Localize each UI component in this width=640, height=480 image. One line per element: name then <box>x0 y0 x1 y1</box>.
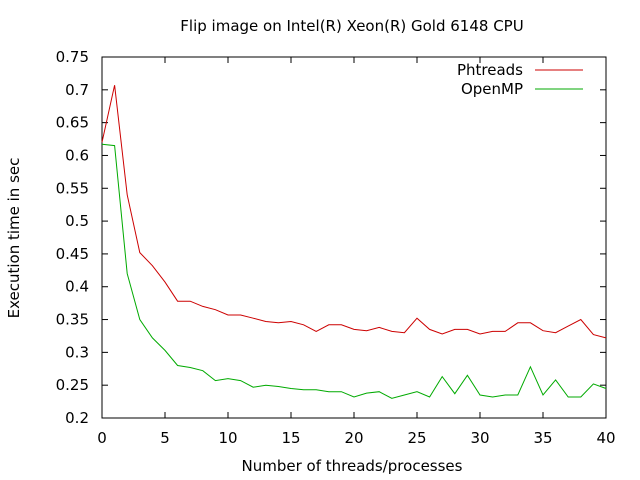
y-tick-label: 0.3 <box>65 343 89 361</box>
x-tick-label: 40 <box>596 429 615 447</box>
x-tick-label: 15 <box>281 429 300 447</box>
y-tick-label: 0.4 <box>65 278 89 296</box>
series-line-openmp <box>101 143 607 399</box>
y-tick-label: 0.45 <box>56 245 89 263</box>
x-tick-label: 25 <box>407 429 426 447</box>
y-axis: 0.2 0.25 0.3 0.35 0.4 0.45 0.5 0.55 0.6 0.65 0.7 0.… <box>56 48 606 427</box>
chart-title: Flip image on Intel(R) Xeon(R) Gold 6148… <box>180 17 523 35</box>
y-tick-label: 0.2 <box>65 409 89 427</box>
y-tick-label: 0.65 <box>56 114 89 132</box>
x-tick-label: 30 <box>470 429 489 447</box>
plot-border <box>101 56 607 419</box>
y-axis-label: Execution time in sec <box>5 158 23 319</box>
series-lines <box>101 85 607 399</box>
x-tick-label: 0 <box>97 429 107 447</box>
x-axis: 0 5 10 15 20 25 30 35 40 <box>97 57 616 447</box>
y-tick-label: 0.75 <box>56 48 89 66</box>
x-tick-label: 5 <box>160 429 170 447</box>
x-axis-label: Number of threads/processes <box>242 457 463 475</box>
x-tick-label: 10 <box>218 429 237 447</box>
y-tick-label: 0.6 <box>65 146 89 164</box>
legend-label-openmp: OpenMP <box>461 80 523 98</box>
y-tick-label: 0.7 <box>65 81 89 99</box>
plot-frame <box>101 56 607 419</box>
y-tick-label: 0.5 <box>65 212 89 230</box>
legend-label-phtreads: Phtreads <box>457 61 523 79</box>
y-tick-label: 0.55 <box>56 179 89 197</box>
y-tick-label: 0.35 <box>56 311 89 329</box>
series-line-phtreads <box>101 85 607 339</box>
x-tick-label: 20 <box>344 429 363 447</box>
x-tick-label: 35 <box>533 429 552 447</box>
y-tick-label: 0.25 <box>56 376 89 394</box>
